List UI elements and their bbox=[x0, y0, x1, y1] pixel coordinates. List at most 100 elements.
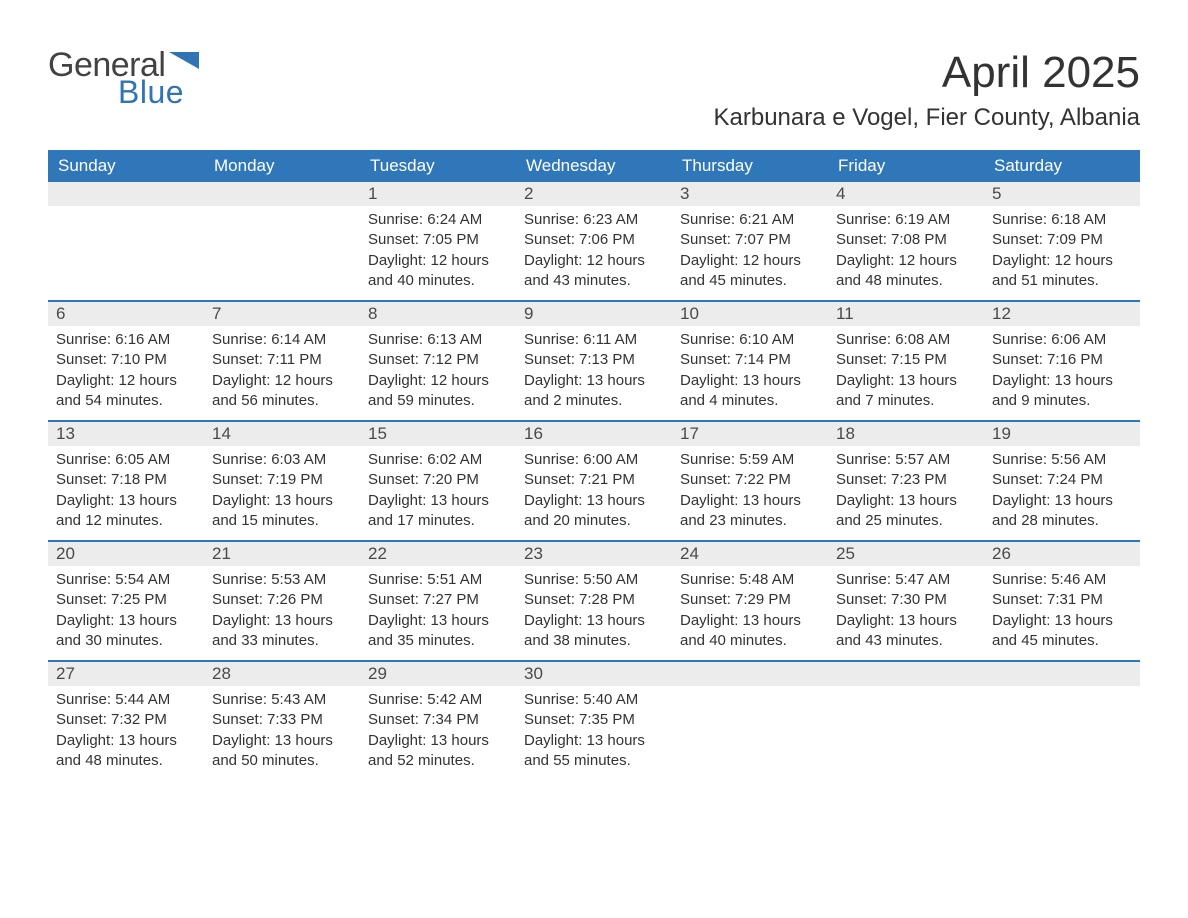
sunrise-text: Sunrise: 6:08 AM bbox=[836, 330, 976, 350]
calendar-week: 20Sunrise: 5:54 AMSunset: 7:25 PMDayligh… bbox=[48, 540, 1140, 660]
day-number: 13 bbox=[48, 422, 204, 446]
day-details: Sunrise: 6:11 AMSunset: 7:13 PMDaylight:… bbox=[516, 326, 672, 419]
day-number: 4 bbox=[828, 182, 984, 206]
sunset-text: Sunset: 7:26 PM bbox=[212, 590, 352, 610]
calendar-day: 23Sunrise: 5:50 AMSunset: 7:28 PMDayligh… bbox=[516, 542, 672, 660]
sunset-text: Sunset: 7:30 PM bbox=[836, 590, 976, 610]
sunset-text: Sunset: 7:18 PM bbox=[56, 470, 196, 490]
day-details: Sunrise: 5:46 AMSunset: 7:31 PMDaylight:… bbox=[984, 566, 1140, 659]
day-number: 29 bbox=[360, 662, 516, 686]
calendar-day: 30Sunrise: 5:40 AMSunset: 7:35 PMDayligh… bbox=[516, 662, 672, 780]
location-subtitle: Karbunara e Vogel, Fier County, Albania bbox=[714, 104, 1141, 132]
day-details: Sunrise: 6:13 AMSunset: 7:12 PMDaylight:… bbox=[360, 326, 516, 419]
calendar-day: 8Sunrise: 6:13 AMSunset: 7:12 PMDaylight… bbox=[360, 302, 516, 420]
day-details: Sunrise: 5:42 AMSunset: 7:34 PMDaylight:… bbox=[360, 686, 516, 779]
day-number bbox=[828, 662, 984, 686]
daylight-text: Daylight: 13 hours and 23 minutes. bbox=[680, 491, 820, 532]
day-details: Sunrise: 5:43 AMSunset: 7:33 PMDaylight:… bbox=[204, 686, 360, 779]
flag-icon bbox=[169, 52, 199, 74]
sunset-text: Sunset: 7:33 PM bbox=[212, 710, 352, 730]
sunrise-text: Sunrise: 6:10 AM bbox=[680, 330, 820, 350]
sunset-text: Sunset: 7:27 PM bbox=[368, 590, 508, 610]
calendar-day: 10Sunrise: 6:10 AMSunset: 7:14 PMDayligh… bbox=[672, 302, 828, 420]
sunrise-text: Sunrise: 6:21 AM bbox=[680, 210, 820, 230]
sunset-text: Sunset: 7:10 PM bbox=[56, 350, 196, 370]
day-details: Sunrise: 6:03 AMSunset: 7:19 PMDaylight:… bbox=[204, 446, 360, 539]
sunset-text: Sunset: 7:31 PM bbox=[992, 590, 1132, 610]
sunrise-text: Sunrise: 6:02 AM bbox=[368, 450, 508, 470]
calendar-day: 6Sunrise: 6:16 AMSunset: 7:10 PMDaylight… bbox=[48, 302, 204, 420]
calendar-day: 15Sunrise: 6:02 AMSunset: 7:20 PMDayligh… bbox=[360, 422, 516, 540]
day-number: 5 bbox=[984, 182, 1140, 206]
sunrise-text: Sunrise: 5:53 AM bbox=[212, 570, 352, 590]
sunset-text: Sunset: 7:16 PM bbox=[992, 350, 1132, 370]
calendar-day: 17Sunrise: 5:59 AMSunset: 7:22 PMDayligh… bbox=[672, 422, 828, 540]
sunset-text: Sunset: 7:12 PM bbox=[368, 350, 508, 370]
daylight-text: Daylight: 12 hours and 59 minutes. bbox=[368, 371, 508, 412]
calendar-day: 27Sunrise: 5:44 AMSunset: 7:32 PMDayligh… bbox=[48, 662, 204, 780]
day-number: 1 bbox=[360, 182, 516, 206]
daylight-text: Daylight: 12 hours and 56 minutes. bbox=[212, 371, 352, 412]
sunrise-text: Sunrise: 5:57 AM bbox=[836, 450, 976, 470]
day-details: Sunrise: 5:50 AMSunset: 7:28 PMDaylight:… bbox=[516, 566, 672, 659]
day-details: Sunrise: 6:23 AMSunset: 7:06 PMDaylight:… bbox=[516, 206, 672, 299]
calendar-week: 6Sunrise: 6:16 AMSunset: 7:10 PMDaylight… bbox=[48, 300, 1140, 420]
daylight-text: Daylight: 13 hours and 9 minutes. bbox=[992, 371, 1132, 412]
calendar-day bbox=[672, 662, 828, 780]
calendar-day: 26Sunrise: 5:46 AMSunset: 7:31 PMDayligh… bbox=[984, 542, 1140, 660]
daylight-text: Daylight: 12 hours and 40 minutes. bbox=[368, 251, 508, 292]
day-number: 8 bbox=[360, 302, 516, 326]
month-title: April 2025 bbox=[714, 48, 1141, 98]
day-details: Sunrise: 6:21 AMSunset: 7:07 PMDaylight:… bbox=[672, 206, 828, 299]
daylight-text: Daylight: 13 hours and 43 minutes. bbox=[836, 611, 976, 652]
sunset-text: Sunset: 7:05 PM bbox=[368, 230, 508, 250]
sunset-text: Sunset: 7:25 PM bbox=[56, 590, 196, 610]
sunrise-text: Sunrise: 6:18 AM bbox=[992, 210, 1132, 230]
day-details: Sunrise: 5:57 AMSunset: 7:23 PMDaylight:… bbox=[828, 446, 984, 539]
day-number bbox=[672, 662, 828, 686]
daylight-text: Daylight: 13 hours and 4 minutes. bbox=[680, 371, 820, 412]
day-details: Sunrise: 5:48 AMSunset: 7:29 PMDaylight:… bbox=[672, 566, 828, 659]
title-block: April 2025 Karbunara e Vogel, Fier Count… bbox=[714, 48, 1141, 132]
day-number: 26 bbox=[984, 542, 1140, 566]
day-number bbox=[204, 182, 360, 206]
daylight-text: Daylight: 12 hours and 48 minutes. bbox=[836, 251, 976, 292]
day-number: 2 bbox=[516, 182, 672, 206]
sunrise-text: Sunrise: 6:03 AM bbox=[212, 450, 352, 470]
sunrise-text: Sunrise: 5:50 AM bbox=[524, 570, 664, 590]
day-details: Sunrise: 6:16 AMSunset: 7:10 PMDaylight:… bbox=[48, 326, 204, 419]
daylight-text: Daylight: 13 hours and 12 minutes. bbox=[56, 491, 196, 532]
sunrise-text: Sunrise: 6:23 AM bbox=[524, 210, 664, 230]
calendar-week: 1Sunrise: 6:24 AMSunset: 7:05 PMDaylight… bbox=[48, 182, 1140, 300]
day-number: 14 bbox=[204, 422, 360, 446]
calendar-day: 12Sunrise: 6:06 AMSunset: 7:16 PMDayligh… bbox=[984, 302, 1140, 420]
day-number: 7 bbox=[204, 302, 360, 326]
calendar-day: 29Sunrise: 5:42 AMSunset: 7:34 PMDayligh… bbox=[360, 662, 516, 780]
day-details: Sunrise: 6:14 AMSunset: 7:11 PMDaylight:… bbox=[204, 326, 360, 419]
calendar-day: 22Sunrise: 5:51 AMSunset: 7:27 PMDayligh… bbox=[360, 542, 516, 660]
sunset-text: Sunset: 7:29 PM bbox=[680, 590, 820, 610]
calendar-day: 18Sunrise: 5:57 AMSunset: 7:23 PMDayligh… bbox=[828, 422, 984, 540]
sunrise-text: Sunrise: 5:48 AM bbox=[680, 570, 820, 590]
logo-text-bottom: Blue bbox=[118, 76, 199, 108]
calendar-day: 24Sunrise: 5:48 AMSunset: 7:29 PMDayligh… bbox=[672, 542, 828, 660]
dow-thursday: Thursday bbox=[672, 150, 828, 182]
sunset-text: Sunset: 7:14 PM bbox=[680, 350, 820, 370]
day-details: Sunrise: 6:19 AMSunset: 7:08 PMDaylight:… bbox=[828, 206, 984, 299]
day-number bbox=[984, 662, 1140, 686]
sunrise-text: Sunrise: 5:56 AM bbox=[992, 450, 1132, 470]
day-details: Sunrise: 5:51 AMSunset: 7:27 PMDaylight:… bbox=[360, 566, 516, 659]
sunset-text: Sunset: 7:19 PM bbox=[212, 470, 352, 490]
daylight-text: Daylight: 13 hours and 7 minutes. bbox=[836, 371, 976, 412]
calendar-day: 14Sunrise: 6:03 AMSunset: 7:19 PMDayligh… bbox=[204, 422, 360, 540]
sunrise-text: Sunrise: 6:14 AM bbox=[212, 330, 352, 350]
day-number: 6 bbox=[48, 302, 204, 326]
dow-tuesday: Tuesday bbox=[360, 150, 516, 182]
daylight-text: Daylight: 13 hours and 55 minutes. bbox=[524, 731, 664, 772]
dow-monday: Monday bbox=[204, 150, 360, 182]
daylight-text: Daylight: 12 hours and 51 minutes. bbox=[992, 251, 1132, 292]
day-number: 30 bbox=[516, 662, 672, 686]
sunrise-text: Sunrise: 6:24 AM bbox=[368, 210, 508, 230]
sunrise-text: Sunrise: 5:43 AM bbox=[212, 690, 352, 710]
day-number: 23 bbox=[516, 542, 672, 566]
